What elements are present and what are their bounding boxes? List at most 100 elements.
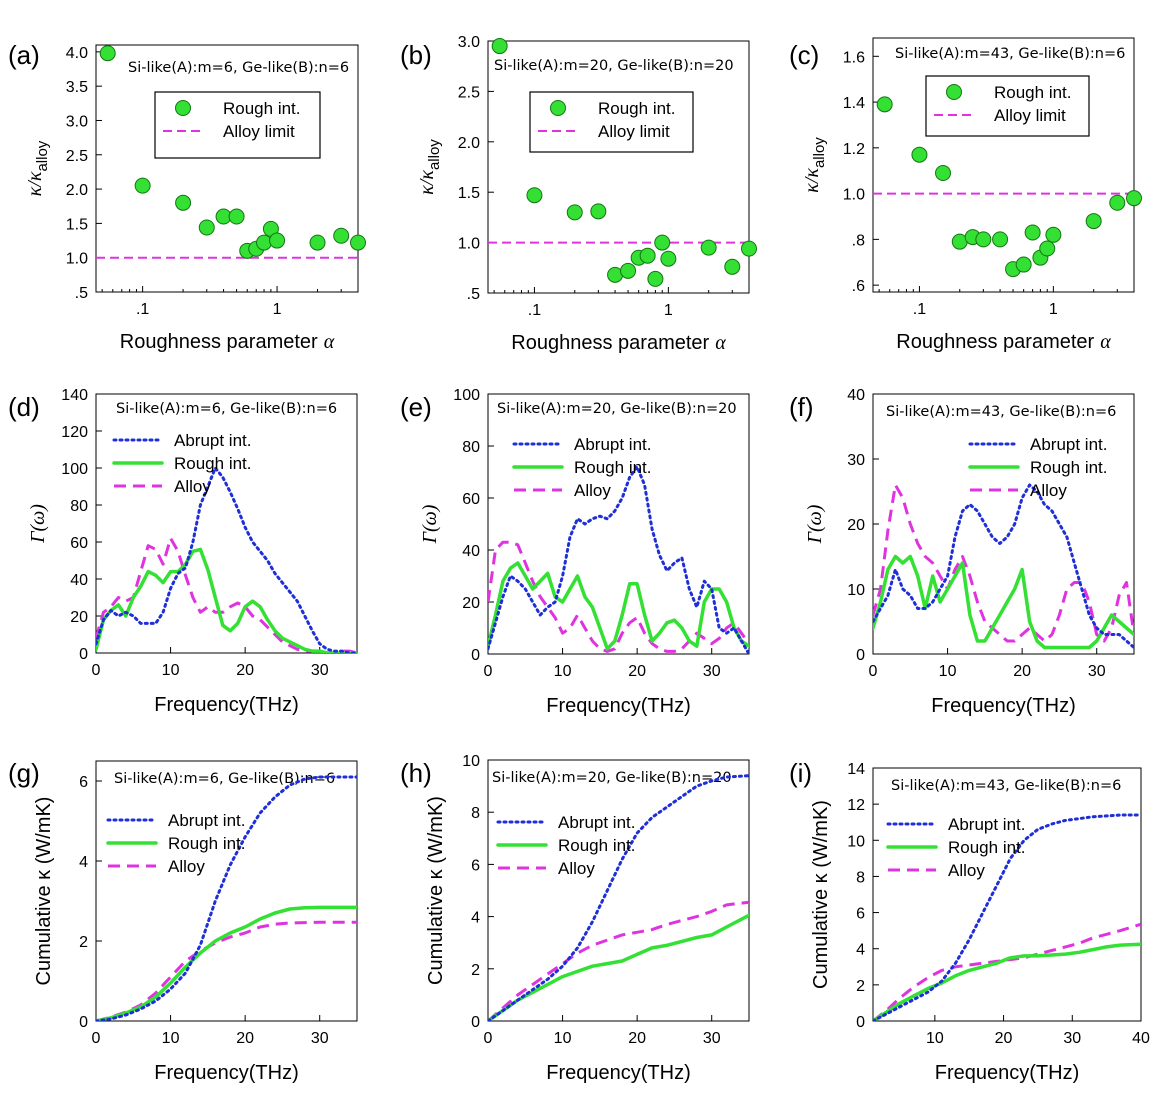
x-tick-label: 20 xyxy=(236,662,254,679)
x-tick-label: 40 xyxy=(1132,1030,1150,1047)
x-tick-label: 30 xyxy=(703,663,721,680)
y-axis-title: Cumulative κ (W/mK) xyxy=(810,800,832,989)
y-axis-title: κ/κalloy xyxy=(416,139,443,195)
x-tick-label: 1 xyxy=(273,301,282,318)
x-tick-label: 0 xyxy=(92,662,101,679)
x-tick-label: 0 xyxy=(484,1030,493,1047)
x-tick-label: 1 xyxy=(1049,301,1058,318)
data-point xyxy=(198,219,215,236)
y-tick-label: 0 xyxy=(856,647,865,664)
data-point xyxy=(660,250,677,267)
y-axis-title: κ/κalloy xyxy=(24,140,51,196)
data-point xyxy=(724,258,741,275)
legend-label-rough-int: Rough int. xyxy=(1030,458,1108,477)
y-axis-title-subscript: alloy xyxy=(811,137,828,168)
y-axis-title-subscript: alloy xyxy=(34,140,51,171)
x-tick-label: 30 xyxy=(1088,663,1106,680)
y-tick-label: 80 xyxy=(462,439,480,456)
chart-annotation: Si-like(A):m=43, Ge-like(B):n=6 xyxy=(886,404,1116,420)
y-tick-label: 4 xyxy=(471,910,480,927)
y-tick-label: 0 xyxy=(79,1014,88,1031)
y-tick-label: 6 xyxy=(471,857,480,874)
series-line-abrupt-int xyxy=(873,813,1141,1021)
y-axis-title: κ/κalloy xyxy=(801,137,828,193)
legend-label-abrupt-int: Abrupt int. xyxy=(1030,435,1108,454)
y-tick-label: 4.0 xyxy=(66,45,88,62)
data-point xyxy=(1045,226,1062,243)
x-axis-symbol: α xyxy=(324,331,335,353)
x-tick-label: 20 xyxy=(995,1030,1013,1047)
legend-label-alloy-limit: Alloy limit xyxy=(994,106,1066,125)
data-point xyxy=(975,231,992,248)
plot-frame xyxy=(872,767,1142,1022)
data-point xyxy=(99,45,116,62)
data-point xyxy=(741,240,757,257)
y-tick-label: 0 xyxy=(471,1014,480,1031)
data-point xyxy=(1109,194,1126,211)
panel-h: (h) Si-like(A):m=20, Ge-like(B):n=200 10 20… xyxy=(400,753,750,1084)
series-line-abrupt-int xyxy=(96,466,357,653)
y-axis-title-subscript: alloy xyxy=(426,139,443,170)
panel-label: (h) xyxy=(400,758,432,788)
data-point xyxy=(639,247,656,264)
series-line-abrupt-int xyxy=(96,775,357,1021)
y-tick-label: 100 xyxy=(453,387,480,404)
x-tick-label: 30 xyxy=(311,1030,329,1047)
y-tick-label: 4 xyxy=(79,854,88,871)
legend-label-rough-int: Rough int. xyxy=(223,99,301,118)
x-axis-symbol: α xyxy=(1100,331,1111,353)
panel-label: (b) xyxy=(400,40,432,70)
y-tick-label: .6 xyxy=(852,278,865,295)
y-tick-label: 6 xyxy=(856,906,865,923)
y-axis-title-main: κ/κ xyxy=(24,171,46,196)
y-tick-label: .5 xyxy=(467,286,480,303)
data-point xyxy=(333,227,350,244)
legend-label-alloy: Alloy xyxy=(1030,481,1067,500)
plot-frame xyxy=(95,44,359,293)
panel-g: (g) Si-like(A):m=6, Ge-like(B):n=60 10 20 30… xyxy=(8,758,358,1084)
legend: Abrupt int. Rough int. Alloy xyxy=(886,815,1026,880)
x-axis-title: Frequency(THz) xyxy=(546,1062,690,1084)
series-line-rough-int xyxy=(488,561,749,651)
legend: Abrupt int. Rough int. Alloy xyxy=(496,813,636,878)
x-axis-title: Roughness parameter α xyxy=(511,332,726,354)
y-tick-label: 2.5 xyxy=(458,84,480,101)
legend: Rough int. Alloy limit xyxy=(154,91,321,159)
y-tick-label: 8 xyxy=(471,805,480,822)
y-tick-label: 60 xyxy=(462,491,480,508)
chart-annotation: Si-like(A):m=20, Ge-like(B):n=20 xyxy=(494,58,734,74)
x-tick-label: 10 xyxy=(554,663,572,680)
legend-label-abrupt-int: Abrupt int. xyxy=(948,815,1026,834)
y-tick-label: 1.6 xyxy=(843,49,865,66)
y-tick-label: 40 xyxy=(462,543,480,560)
panel-label: (g) xyxy=(8,758,40,788)
data-point xyxy=(350,234,366,251)
y-tick-label: 0 xyxy=(79,646,88,663)
legend: Abrupt int. Rough int. Alloy xyxy=(106,811,246,876)
legend-label-alloy: Alloy xyxy=(168,857,205,876)
panel-label: (e) xyxy=(400,392,432,422)
panel-a: (a) Si-like(A):m=6, Ge-like(B):n=6.1 1.51.… xyxy=(8,40,366,353)
legend-label-rough-int: Rough int. xyxy=(574,458,652,477)
panel-b: (b) Si-like(A):m=20, Ge-like(B):n=20.1 1.5… xyxy=(400,34,757,354)
legend-label-alloy-limit: Alloy limit xyxy=(598,122,670,141)
x-tick-label: 10 xyxy=(162,1030,180,1047)
y-axis-title: Γ(ω) xyxy=(419,504,441,544)
x-tick-label: 20 xyxy=(628,1030,646,1047)
y-tick-label: 1.5 xyxy=(458,185,480,202)
y-tick-label: .8 xyxy=(852,232,865,249)
series-line-abrupt-int xyxy=(488,465,749,654)
legend: Rough int. Alloy limit xyxy=(925,75,1090,137)
y-tick-label: 100 xyxy=(61,461,88,478)
x-tick-label: 0 xyxy=(484,663,493,680)
x-tick-label: 1 xyxy=(664,302,673,319)
panel-label: (c) xyxy=(789,40,819,70)
legend-marker-rough xyxy=(946,84,962,100)
series-line-alloy xyxy=(488,540,749,653)
data-point xyxy=(647,270,664,287)
x-axis-title: Frequency(THz) xyxy=(154,1062,298,1084)
panel-d: (d) Si-like(A):m=6, Ge-like(B):n=6 0 10 20 30… xyxy=(8,387,358,716)
y-tick-label: 140 xyxy=(61,387,88,404)
y-tick-label: 0 xyxy=(471,647,480,664)
chart-annotation: Si-like(A):m=43, Ge-like(B):n=6 xyxy=(895,46,1125,62)
